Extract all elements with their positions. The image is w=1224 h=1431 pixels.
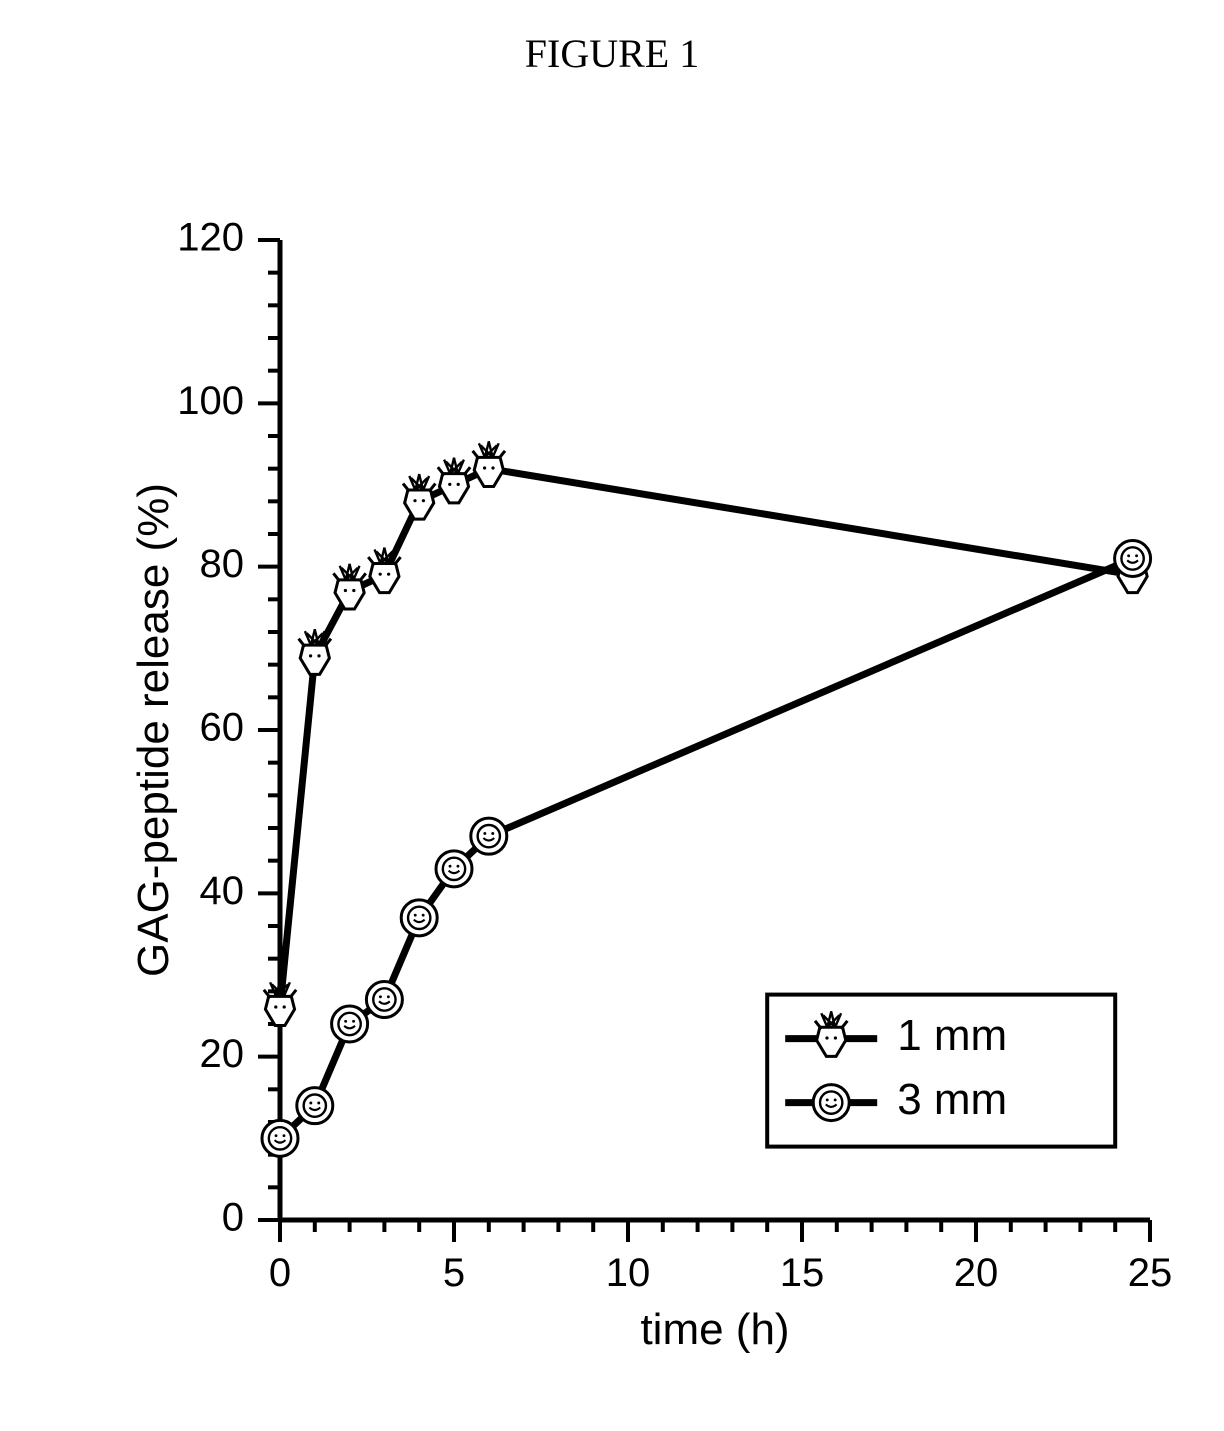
smiley-marker-icon	[813, 1085, 849, 1121]
xtick-label: 15	[780, 1251, 825, 1295]
smiley-marker-icon	[401, 900, 437, 936]
xtick-label: 10	[606, 1251, 651, 1295]
smiley-marker-icon	[366, 982, 402, 1018]
smiley-marker-icon	[1115, 541, 1151, 577]
smiley-marker-icon	[332, 1006, 368, 1042]
legend-label: 3 mm	[897, 1075, 1007, 1124]
xtick-label: 5	[443, 1251, 465, 1295]
smiley-marker-icon	[471, 818, 507, 854]
ytick-label: 80	[200, 542, 245, 586]
legend-label: 1 mm	[897, 1011, 1007, 1060]
y-axis-label: GAG-peptide release (%)	[129, 483, 178, 977]
ytick-label: 60	[200, 706, 245, 750]
ytick-label: 100	[177, 379, 244, 423]
xtick-label: 20	[954, 1251, 999, 1295]
chart-container: 0 20 40 60 80 100 120 0 5 10 15 20 25 time (h) GAG-pep…	[100, 200, 1180, 1360]
ytick-label: 120	[177, 216, 244, 260]
figure-title: FIGURE 1	[0, 30, 1224, 77]
chart-svg: 0 20 40 60 80 100 120 0 5 10 15 20 25 time (h) GAG-pep…	[100, 200, 1180, 1360]
smiley-marker-icon	[297, 1088, 333, 1124]
smiley-marker-icon	[436, 851, 472, 887]
ytick-label: 20	[200, 1032, 245, 1076]
legend: 1 mm 3 mm	[767, 995, 1115, 1147]
smiley-marker-icon	[262, 1120, 298, 1156]
ytick-label: 0	[222, 1196, 244, 1240]
ytick-label: 40	[200, 869, 245, 913]
xtick-label: 25	[1128, 1251, 1173, 1295]
page: FIGURE 1 0 20 40 60 80 100 120 0 5 10 15 20 25 time (…	[0, 0, 1224, 1431]
xtick-label: 0	[269, 1251, 291, 1295]
x-axis-label: time (h)	[640, 1305, 789, 1354]
